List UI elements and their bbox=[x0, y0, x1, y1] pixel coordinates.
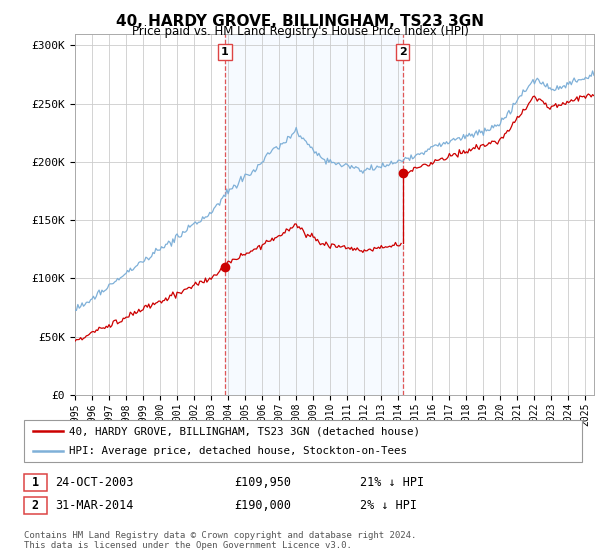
Text: HPI: Average price, detached house, Stockton-on-Tees: HPI: Average price, detached house, Stoc… bbox=[69, 446, 407, 456]
Text: 2% ↓ HPI: 2% ↓ HPI bbox=[360, 498, 417, 512]
Text: 24-OCT-2003: 24-OCT-2003 bbox=[55, 476, 134, 489]
Text: £190,000: £190,000 bbox=[234, 498, 291, 512]
Text: 21% ↓ HPI: 21% ↓ HPI bbox=[360, 476, 424, 489]
Text: 1: 1 bbox=[221, 47, 229, 57]
Text: 40, HARDY GROVE, BILLINGHAM, TS23 3GN: 40, HARDY GROVE, BILLINGHAM, TS23 3GN bbox=[116, 14, 484, 29]
Text: 31-MAR-2014: 31-MAR-2014 bbox=[55, 498, 134, 512]
Text: 2: 2 bbox=[32, 498, 39, 512]
Text: Contains HM Land Registry data © Crown copyright and database right 2024.
This d: Contains HM Land Registry data © Crown c… bbox=[24, 530, 416, 550]
Bar bbox=[225, 34, 403, 395]
Text: 1: 1 bbox=[32, 476, 39, 489]
Text: 2: 2 bbox=[398, 47, 406, 57]
Text: Price paid vs. HM Land Registry's House Price Index (HPI): Price paid vs. HM Land Registry's House … bbox=[131, 25, 469, 38]
Text: 40, HARDY GROVE, BILLINGHAM, TS23 3GN (detached house): 40, HARDY GROVE, BILLINGHAM, TS23 3GN (d… bbox=[69, 426, 420, 436]
Text: £109,950: £109,950 bbox=[234, 476, 291, 489]
